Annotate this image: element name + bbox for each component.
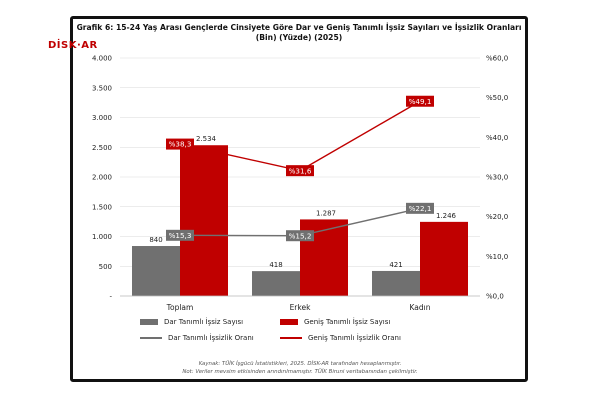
bar-genis-0 xyxy=(180,145,228,296)
left-axis-tick: 1.500 xyxy=(92,203,112,211)
right-axis-tick: %20,0 xyxy=(486,213,508,221)
bar-genis-label: 1.246 xyxy=(436,212,457,220)
legend-swatch-dar-bar xyxy=(140,319,158,325)
line-dar-label: %22,1 xyxy=(409,204,432,213)
line-dar-label: %15,2 xyxy=(289,231,312,240)
left-axis-tick: 4.000 xyxy=(92,55,112,63)
legend-item-genis-bar: Geniş Tanımlı İşsiz Sayısı xyxy=(280,318,390,326)
legend-swatch-genis-line xyxy=(280,337,302,339)
source-line1: Kaynak: TÜİK İşgücü İstatistikleri, 2025… xyxy=(198,361,402,367)
bar-dar-2 xyxy=(372,270,420,296)
legend-swatch-genis-bar xyxy=(280,319,298,325)
line-genis-label-box xyxy=(166,138,194,150)
legend-item-dar-bar: Dar Tanımlı İşsiz Sayısı xyxy=(140,318,243,326)
chart-title-line2: (Bin) (Yüzde) (2025) xyxy=(255,33,343,42)
right-axis-tick: %10,0 xyxy=(486,253,508,261)
right-axis-tick: %0,0 xyxy=(486,293,504,301)
legend-label-dar-line: Dar Tanımlı İşsizlik Oranı xyxy=(168,334,254,342)
line-genis-label: %49,1 xyxy=(409,97,432,106)
right-axis-tick: %60,0 xyxy=(486,55,508,63)
bar-genis-label: 1.287 xyxy=(316,209,336,217)
legend-label-genis-bar: Geniş Tanımlı İşsiz Sayısı xyxy=(304,318,391,326)
bar-dar-label: 418 xyxy=(269,261,282,269)
legend-label-genis-line: Geniş Tanımlı İşsizlik Oranı xyxy=(308,334,401,342)
line-dar-label-box xyxy=(286,230,314,242)
right-axis-tick: %40,0 xyxy=(486,134,508,142)
line-dar-label-box xyxy=(406,202,434,214)
line-genis-label: %38,3 xyxy=(169,140,192,149)
category-label: Kadın xyxy=(410,303,431,312)
right-axis-tick: %50,0 xyxy=(486,94,508,102)
legend-swatch-dar-line xyxy=(140,337,162,339)
source-line2: Not: Veriler mevsim etkisinden arındırıl… xyxy=(182,369,418,375)
legend-label-dar-bar: Dar Tanımlı İşsiz Sayısı xyxy=(164,318,244,326)
bar-dar-0 xyxy=(132,246,180,296)
category-label: Toplam xyxy=(166,303,194,312)
bar-dar-1 xyxy=(252,271,300,296)
disk-ar-logo: DİSK·AR xyxy=(48,37,97,53)
line-genis-label-box xyxy=(406,95,434,107)
line-dar-label-box xyxy=(166,229,194,241)
bar-dar-label: 421 xyxy=(389,261,402,269)
chart-source: Kaynak: TÜİK İşgücü İstatistikleri, 2025… xyxy=(0,360,600,376)
left-axis-tick: 3.500 xyxy=(92,84,112,92)
line-genis-label: %31,6 xyxy=(289,166,312,175)
bar-genis-label: 2.534 xyxy=(196,135,217,143)
bar-genis-2 xyxy=(420,221,468,296)
line-dar-label: %15,3 xyxy=(169,231,192,240)
left-axis-tick: 3.000 xyxy=(92,114,112,122)
left-axis-tick: 2.000 xyxy=(92,174,112,182)
legend-item-genis-line: Geniş Tanımlı İşsizlik Oranı xyxy=(280,334,401,342)
left-axis-tick: 2.500 xyxy=(92,144,112,152)
legend-item-dar-line: Dar Tanımlı İşsizlik Oranı xyxy=(140,334,254,342)
bar-dar-label: 840 xyxy=(149,236,162,244)
category-label: Erkek xyxy=(290,303,312,312)
logo-text: DİSK·AR xyxy=(48,39,98,51)
chart-title-line1: Grafik 6: 15-24 Yaş Arası Gençlerde Cins… xyxy=(76,23,522,32)
left-axis-tick: 1.000 xyxy=(92,233,112,241)
right-axis-tick: %30,0 xyxy=(486,174,508,182)
left-axis-tick: - xyxy=(109,293,112,301)
chart-title: Grafik 6: 15-24 Yaş Arası Gençlerde Cins… xyxy=(73,23,525,43)
line-genis-label-box xyxy=(286,165,314,177)
left-axis-tick: 500 xyxy=(99,263,112,271)
